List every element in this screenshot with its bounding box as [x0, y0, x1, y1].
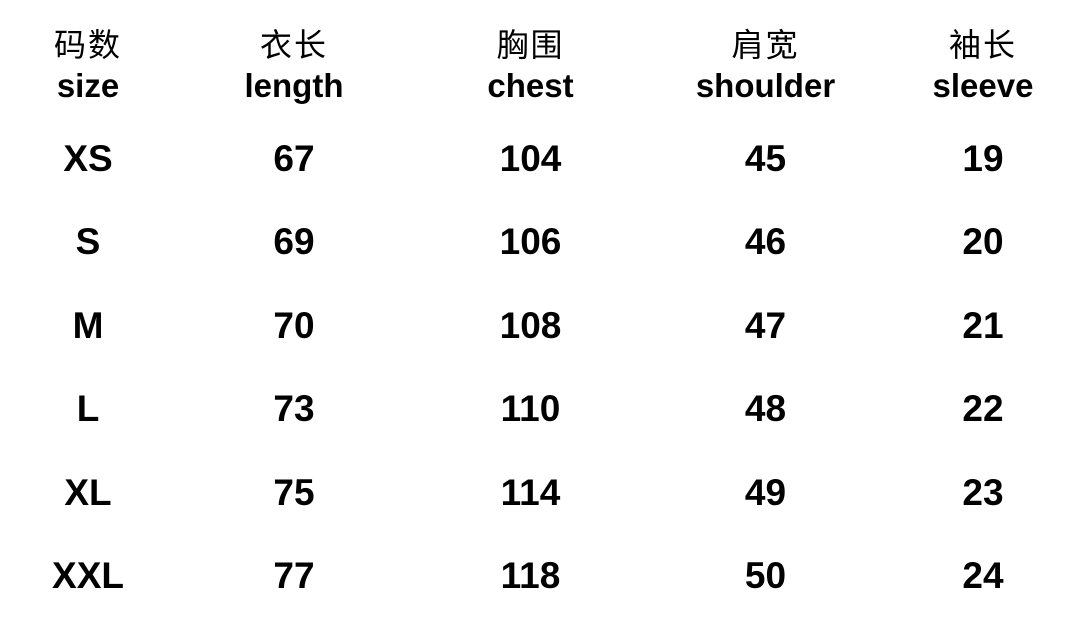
cell-xl-shoulder: 49 — [649, 451, 882, 535]
cell-l-shoulder: 48 — [649, 368, 882, 452]
column-header-shoulder-zh: 肩宽 — [649, 25, 882, 65]
cell-s-chest: 106 — [412, 201, 649, 285]
column-header-shoulder: 肩宽 shoulder — [649, 0, 882, 117]
cell-xl-sleeve: 23 — [882, 451, 1084, 535]
cell-xxl-chest: 118 — [412, 535, 649, 618]
column-header-size-en: size — [0, 65, 176, 106]
column-header-chest-zh: 胸围 — [412, 25, 649, 65]
cell-l-chest: 110 — [412, 368, 649, 452]
cell-xl-chest: 114 — [412, 451, 649, 535]
cell-xxl-sleeve: 24 — [882, 535, 1084, 618]
cell-s-sleeve: 20 — [882, 201, 1084, 285]
cell-s-length: 69 — [176, 201, 412, 285]
cell-xxl-size: XXL — [0, 535, 176, 618]
column-header-length-en: length — [176, 65, 412, 106]
cell-l-sleeve: 22 — [882, 368, 1084, 452]
cell-m-size: M — [0, 284, 176, 368]
column-header-length: 衣长 length — [176, 0, 412, 117]
cell-xl-length: 75 — [176, 451, 412, 535]
cell-xxl-length: 77 — [176, 535, 412, 618]
column-header-size: 码数 size — [0, 0, 176, 117]
cell-xs-length: 67 — [176, 117, 412, 201]
column-header-chest-en: chest — [412, 65, 649, 106]
cell-xs-size: XS — [0, 117, 176, 201]
cell-xs-chest: 104 — [412, 117, 649, 201]
column-header-sleeve-zh: 袖长 — [882, 25, 1084, 65]
column-header-sleeve-en: sleeve — [882, 65, 1084, 106]
column-header-shoulder-en: shoulder — [649, 65, 882, 106]
cell-xs-sleeve: 19 — [882, 117, 1084, 201]
cell-s-shoulder: 46 — [649, 201, 882, 285]
cell-s-size: S — [0, 201, 176, 285]
column-header-sleeve: 袖长 sleeve — [882, 0, 1084, 117]
column-header-length-zh: 衣长 — [176, 25, 412, 65]
cell-m-shoulder: 47 — [649, 284, 882, 368]
cell-m-sleeve: 21 — [882, 284, 1084, 368]
column-header-chest: 胸围 chest — [412, 0, 649, 117]
cell-m-chest: 108 — [412, 284, 649, 368]
cell-m-length: 70 — [176, 284, 412, 368]
cell-xxl-shoulder: 50 — [649, 535, 882, 618]
cell-l-length: 73 — [176, 368, 412, 452]
cell-xs-shoulder: 45 — [649, 117, 882, 201]
cell-l-size: L — [0, 368, 176, 452]
column-header-size-zh: 码数 — [0, 25, 176, 65]
cell-xl-size: XL — [0, 451, 176, 535]
